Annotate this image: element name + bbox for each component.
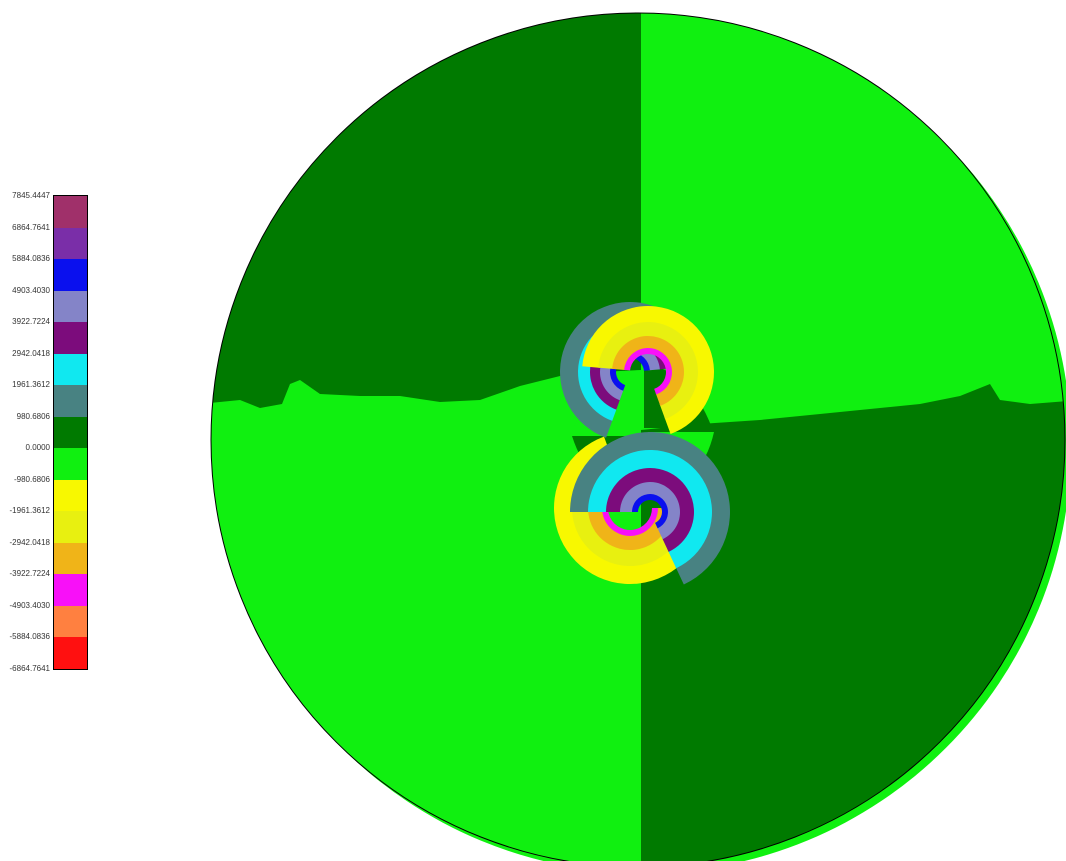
legend-swatch bbox=[54, 290, 88, 323]
legend-tick-label: 6864.7641 bbox=[12, 222, 50, 232]
legend-tick-label: -2942.0418 bbox=[9, 537, 50, 547]
legend-tick-label: -5884.0836 bbox=[9, 632, 50, 641]
legend-tick-label: 3922.7224 bbox=[12, 317, 50, 326]
lobe-bottom-right-band bbox=[620, 482, 680, 540]
legend-swatch bbox=[54, 511, 88, 543]
legend-tick-label: 980.6806 bbox=[16, 411, 50, 421]
legend-swatch bbox=[54, 259, 88, 291]
legend-swatch bbox=[54, 196, 88, 228]
legend-swatch bbox=[54, 322, 88, 354]
legend-swatch bbox=[54, 385, 88, 417]
legend-swatch bbox=[54, 574, 88, 606]
lobe-bottom-right-band bbox=[632, 494, 668, 529]
legend-swatch bbox=[54, 416, 88, 449]
legend-tick-label: 1961.3612 bbox=[12, 380, 50, 389]
legend-tick-label: -6864.7641 bbox=[9, 663, 50, 673]
legend-tick-label: 7845.4447 bbox=[12, 191, 50, 200]
legend-tick-label: 0.0000 bbox=[25, 443, 50, 452]
legend-tick-label: -1961.3612 bbox=[9, 506, 50, 515]
legend-swatch bbox=[54, 479, 88, 512]
legend-tick-label: 4903.4030 bbox=[12, 285, 50, 295]
legend-swatch bbox=[54, 605, 88, 638]
lobe-top-right-band bbox=[612, 335, 685, 406]
legend-tick-label: -4903.4030 bbox=[9, 600, 50, 610]
legend-swatch bbox=[54, 542, 88, 575]
legend-tick-label: 2942.0418 bbox=[12, 348, 50, 358]
disk-outline bbox=[210, 12, 1066, 861]
legend-tick-label: -3922.7224 bbox=[9, 569, 50, 578]
lobe-bottom-right-band bbox=[588, 449, 712, 569]
legend-swatch bbox=[54, 227, 88, 260]
legend-tick-label: -980.6806 bbox=[13, 474, 50, 484]
legend-swatch bbox=[54, 637, 88, 669]
legend-swatch bbox=[54, 353, 88, 386]
legend-tick-label: 5884.0836 bbox=[12, 254, 50, 263]
color-legend: 7845.4447 6864.7641 5884.0836 4903.4030 3922… bbox=[0, 186, 100, 686]
legend-swatch bbox=[54, 448, 88, 480]
